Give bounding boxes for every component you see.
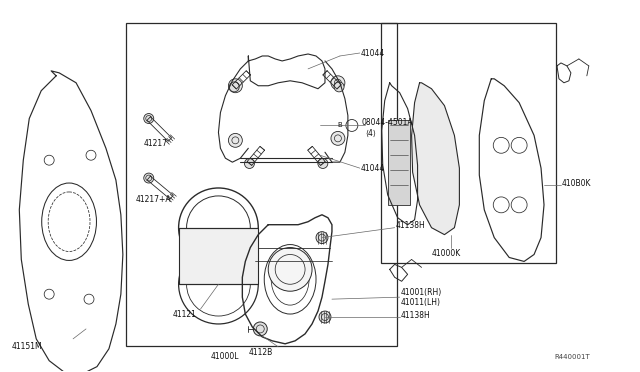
Text: 41044: 41044 [361,48,385,58]
Circle shape [144,113,154,124]
Bar [179,228,259,284]
Circle shape [316,232,328,244]
Bar [388,121,410,205]
Text: 08044-4501A: 08044-4501A [362,118,413,127]
Text: 41011(LH): 41011(LH) [401,298,441,307]
Text: 41151M: 41151M [12,342,42,351]
Text: 41000K: 41000K [431,249,461,258]
Circle shape [331,131,345,145]
Text: 41138H: 41138H [396,221,426,230]
Text: 41000L: 41000L [211,352,239,361]
Text: 4112B: 4112B [248,348,273,357]
Circle shape [228,134,243,147]
Bar [126,23,397,346]
Text: 41001(RH): 41001(RH) [401,288,442,297]
Circle shape [331,76,345,90]
Text: 41217+A: 41217+A [136,195,172,204]
Circle shape [144,173,154,183]
Circle shape [318,158,328,169]
Text: ⟨4⟩: ⟨4⟩ [366,129,377,138]
Text: 41121: 41121 [173,310,196,318]
Circle shape [268,247,312,291]
Text: B: B [337,122,342,128]
Text: 41044: 41044 [361,164,385,173]
Bar [381,23,556,263]
Circle shape [319,311,331,323]
Polygon shape [412,83,460,235]
Circle shape [244,158,255,169]
Circle shape [253,322,268,336]
Circle shape [228,79,243,93]
Text: 410B0K: 410B0K [562,179,591,187]
Circle shape [334,82,344,92]
Text: R440001T: R440001T [554,354,589,360]
Text: 41217: 41217 [144,139,168,148]
Circle shape [229,82,239,92]
Text: 41138H: 41138H [401,311,430,320]
